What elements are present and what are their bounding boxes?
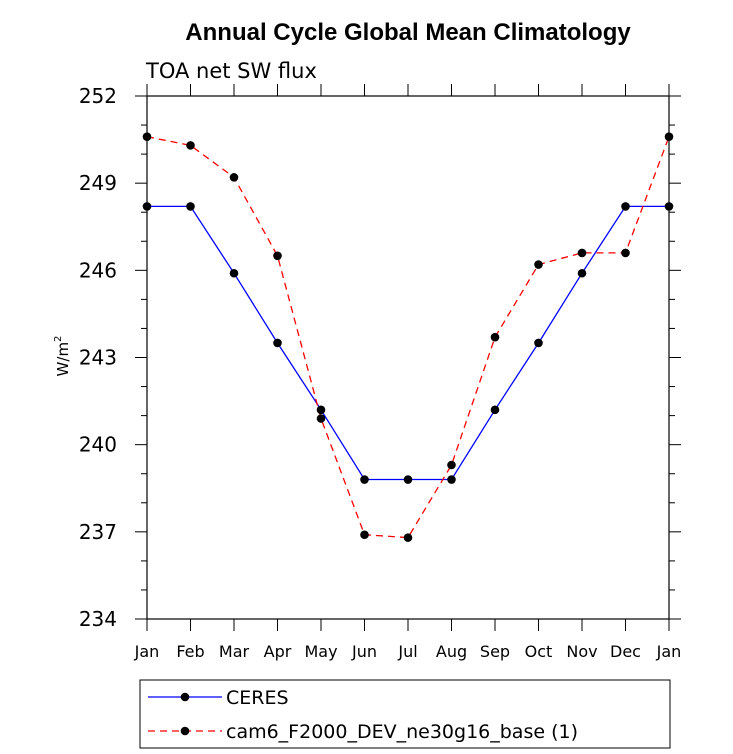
- legend: CERES cam6_F2000_DEV_ne30g16_base (1): [139, 679, 671, 749]
- x-tick-label: Aug: [436, 642, 467, 661]
- series-layer: [142, 132, 674, 542]
- chart-title: Annual Cycle Global Mean Climatology: [185, 19, 631, 46]
- y-tick-label: 252: [79, 84, 117, 108]
- series-point-1: [577, 248, 587, 258]
- series-point-0: [186, 202, 195, 211]
- legend-label-0: CERES: [226, 687, 289, 709]
- x-tick-label: Apr: [264, 642, 292, 661]
- series-point-1: [186, 141, 195, 150]
- series-line-0: [147, 205, 669, 481]
- x-tick-label: Jan: [134, 642, 160, 661]
- series-point-0: [664, 202, 674, 211]
- series-point-0: [229, 268, 239, 278]
- series-point-1: [490, 332, 500, 342]
- y-tick-label: 240: [79, 433, 117, 457]
- y-tick-label: 234: [79, 607, 117, 631]
- series-point-0: [621, 202, 630, 211]
- x-tick-label: Dec: [610, 642, 641, 661]
- x-tick-label: May: [304, 642, 337, 661]
- series-point-0: [142, 202, 152, 211]
- x-tick-label: Jul: [397, 642, 417, 661]
- series-point-1: [534, 260, 543, 269]
- y-axis-label-text: W/m: [54, 342, 72, 377]
- x-tick-label: Sep: [480, 642, 510, 661]
- series-point-0: [577, 268, 587, 278]
- x-tick-label: Jan: [656, 642, 682, 661]
- y-tick-label: 246: [79, 258, 117, 282]
- series-point-1: [142, 132, 152, 141]
- series-point-0: [273, 338, 282, 348]
- x-tick-label: Nov: [566, 642, 597, 661]
- series-point-0: [360, 475, 369, 484]
- legend-marker-0: [180, 692, 190, 702]
- y-axis: 234 237 240 243 246 249 252: [79, 84, 681, 631]
- y-tick-label: 243: [79, 346, 117, 370]
- chart-subtitle: TOA net SW flux: [145, 59, 317, 83]
- x-tick-label: Feb: [176, 642, 204, 661]
- series-point-1: [229, 173, 239, 182]
- series-point-1: [273, 251, 282, 261]
- y-tick-label: 237: [79, 520, 117, 544]
- series-point-1: [447, 460, 456, 470]
- svg-text:W/m2: W/m2: [53, 336, 72, 377]
- y-axis-label: W/m2: [53, 336, 72, 377]
- series-point-0: [447, 475, 456, 484]
- x-tick-label: Jun: [351, 642, 377, 661]
- series-point-0: [534, 338, 543, 348]
- x-tick-label: Oct: [525, 642, 553, 661]
- series-point-1: [360, 530, 369, 540]
- legend-marker-1: [180, 726, 190, 736]
- series-point-0: [316, 405, 326, 415]
- series-point-1: [403, 533, 413, 542]
- series-point-1: [316, 414, 326, 423]
- series-point-0: [490, 405, 500, 415]
- legend-label-1: cam6_F2000_DEV_ne30g16_base (1): [226, 721, 578, 743]
- legend-box: [139, 679, 671, 749]
- x-axis: Jan Feb Mar Apr May Jun Jul Aug Sep Oct Nov Dec Jan: [134, 84, 682, 661]
- y-tick-label: 249: [79, 171, 117, 195]
- series-point-1: [621, 248, 630, 258]
- series-point-0: [403, 475, 413, 484]
- series-point-1: [664, 132, 674, 141]
- x-tick-label: Mar: [219, 642, 250, 661]
- y-axis-label-superscript: 2: [53, 336, 64, 342]
